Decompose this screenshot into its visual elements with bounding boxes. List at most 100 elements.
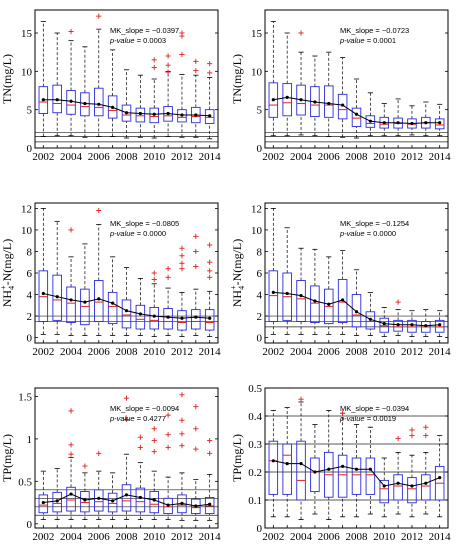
mean-point-2006 [97,297,101,301]
box-2010 [379,103,389,137]
mean-point-2002 [41,98,45,102]
mk-slope-label: MK_slope = −0.0394 [340,404,409,413]
outlier-point [423,424,429,430]
iqr-box [107,95,118,119]
mean-point-2004 [299,462,303,466]
mean-point-2003 [55,295,59,299]
outlier-point [298,30,304,36]
outlier-point [151,449,157,455]
y-label-tail: -N(mg/L) [0,239,14,286]
y-tick-label: 0 [257,143,263,155]
y-axis-label: TN(mg/L) [0,54,14,104]
x-tick-label: 2012 [401,151,423,163]
mean-point-2011 [396,121,400,125]
outlier-point [207,268,213,274]
x-tick-label: 2006 [88,151,111,163]
box-2007 [107,472,118,520]
iqr-box [337,454,348,498]
box-2014 [434,103,445,137]
x-tick-label: 2006 [88,346,111,358]
iqr-box [296,440,306,501]
mean-point-2011 [166,111,170,116]
mean-point-2009 [138,312,142,316]
box-2014 [434,435,445,518]
iqr-box [282,443,292,495]
x-tick-label: 2012 [171,151,193,163]
iqr-box [351,294,362,328]
box-2010 [149,57,159,139]
p-value-label: p-value = 0.0003 [109,36,166,45]
box-2007 [337,57,348,138]
y-label-sub: 4 [7,286,16,290]
x-tick-label: 2012 [401,346,423,358]
box-2011 [393,435,403,515]
mean-point-2006 [327,101,331,106]
y-tick-label: 4 [257,290,263,302]
box-2005 [80,243,90,336]
box-2006 [324,51,334,137]
mean-point-2007 [111,105,115,109]
mean-point-2011 [396,323,400,327]
mean-point-2008 [124,111,129,115]
iqr-box [94,280,104,322]
box-2002 [268,409,279,518]
box-2003 [52,220,62,335]
mean-point-2010 [152,314,156,318]
y-tick-label: 12 [21,203,32,215]
iqr-box [365,457,376,495]
box-2004 [66,408,76,520]
y-tick-label: 0.3 [248,439,262,451]
outlier-point [68,451,74,457]
x-tick-label: 2002 [262,531,284,543]
y-tick-label: 15 [21,28,33,40]
iqr-box [351,107,362,127]
y-tick-label: 0 [27,333,33,345]
x-tick-label: 2004 [290,346,313,358]
outlier-point [207,438,213,444]
x-tick-label: 2006 [318,531,341,543]
x-tick-label: 2004 [60,151,83,163]
box-2003 [52,32,62,137]
mean-point-2010 [152,498,156,502]
mean-point-2011 [396,481,400,485]
box-2005 [310,423,320,515]
y-label-sup: + [229,285,238,290]
iqr-box [434,118,445,130]
x-tick-label: 2014 [429,151,452,163]
p-value-label: p-value = 0.0000 [339,229,396,238]
outlier-point [179,51,185,58]
box-2010 [149,426,159,520]
box-2002 [38,21,49,137]
mean-point-2002 [271,459,275,463]
x-tick-label: 2014 [429,531,452,543]
mean-point-2009 [138,495,142,500]
y-label-sup: + [0,285,8,290]
mean-point-2013 [194,315,198,319]
iqr-box [296,280,306,322]
y-tick-label: 10 [251,225,263,237]
box-2012 [407,427,417,518]
mean-point-2007 [111,499,115,503]
box-2014 [204,438,215,521]
iqr-box [393,474,403,501]
box-2002 [268,207,279,335]
p-rest: = 0.0019 [365,414,397,423]
outlier-point [68,442,74,448]
iqr-box [80,288,90,326]
box-2003 [52,468,62,520]
mean-point-2006 [97,102,101,106]
x-tick-label: 2006 [88,531,111,543]
outlier-point [193,248,199,255]
panel-6: 0 0.1 0.2 0.3 0.4 0.5 2002 2004 2006 2008 2010 2012… [230,383,451,543]
outlier-point [165,274,171,280]
mean-point-2003 [55,98,59,102]
x-tick-label: 2014 [199,531,222,543]
box-2009 [135,74,146,138]
mk-slope-label: MK_slope = −0.0094 [110,404,179,413]
x-tick-label: 2006 [318,346,341,358]
outlier-point [123,416,130,422]
outlier-point [151,57,157,63]
mean-point-2009 [138,111,142,116]
